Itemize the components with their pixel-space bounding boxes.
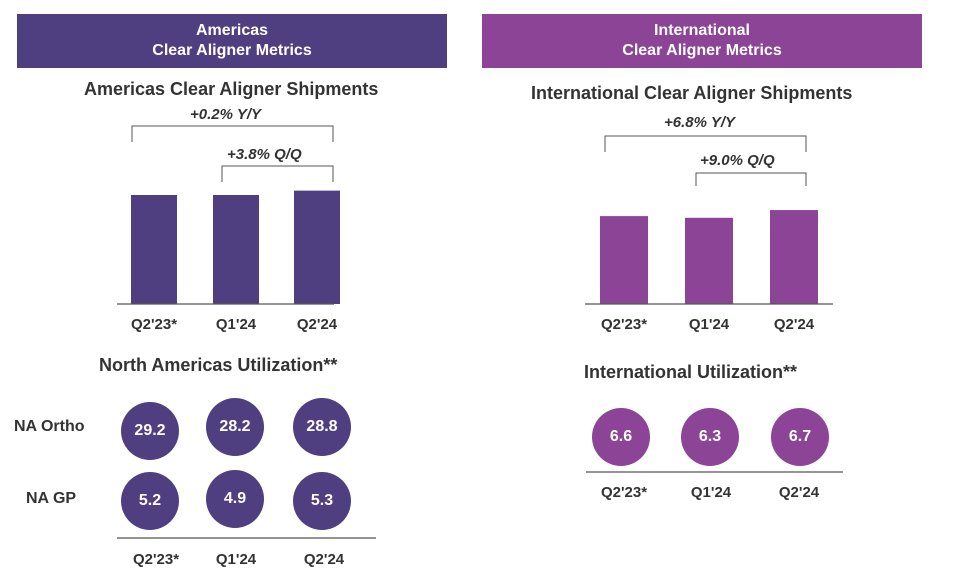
americas-qoq-bracket [221,165,334,182]
americas-bar-3 [294,190,340,304]
intl-circle-1: 6.6 [592,408,650,466]
americas-shipments-title: Americas Clear Aligner Shipments [84,79,379,99]
na-ortho-circle-2: 28.2 [206,398,264,456]
international-bar-1 [600,216,648,304]
na-ortho-label: NA Ortho [14,418,85,435]
international-banner-line1: International [653,22,750,39]
na-gp-circle-3: 5.3 [293,472,351,530]
intl-circle-3: 6.7 [771,408,829,466]
international-tick-3: Q2'24 [773,316,815,333]
international-yoy-label: +6.8% Y/Y [664,114,736,131]
na-util-tick-2: Q1'24 [215,551,257,568]
americas-banner-line1: Americas [195,22,269,39]
international-qoq-bracket [695,172,807,186]
na-ortho-circle-3: 28.8 [293,398,351,456]
americas-banner: Americas Clear Aligner Metrics [17,14,447,68]
international-yoy-bracket [604,135,807,152]
intl-utilization-title: International Utilization** [584,362,798,382]
na-util-tick-3: Q2'24 [303,551,345,568]
international-bar-3 [770,210,818,304]
americas-yoy-bracket [131,125,334,142]
na-util-tick-1: Q2'23* [132,551,180,568]
international-bar-2 [685,217,733,304]
international-banner-line2: Clear Aligner Metrics [622,42,782,59]
americas-tick-3: Q2'24 [296,316,338,333]
intl-util-tick-1: Q2'23* [600,484,648,501]
americas-qoq-label: +3.8% Q/Q [227,146,302,163]
americas-bar-2 [213,195,259,304]
americas-banner-line2: Clear Aligner Metrics [152,42,312,59]
intl-util-tick-2: Q1'24 [690,484,732,501]
international-tick-1: Q2'23* [600,316,648,333]
intl-circle-2: 6.3 [681,408,739,466]
americas-tick-2: Q1'24 [215,316,257,333]
na-gp-label: NA GP [26,490,77,507]
international-tick-2: Q1'24 [688,316,730,333]
americas-bar-1 [131,195,177,304]
international-qoq-label: +9.0% Q/Q [700,152,775,169]
na-utilization-title: North Americas Utilization** [99,355,338,375]
intl-util-tick-3: Q2'24 [778,484,820,501]
international-shipments-title: International Clear Aligner Shipments [531,83,853,103]
americas-tick-1: Q2'23* [130,316,178,333]
international-banner: International Clear Aligner Metrics [482,14,922,68]
americas-yoy-label: +0.2% Y/Y [190,106,262,123]
na-ortho-circle-1: 29.2 [121,402,179,460]
na-gp-circle-1: 5.2 [121,472,179,530]
na-gp-circle-2: 4.9 [206,470,264,528]
